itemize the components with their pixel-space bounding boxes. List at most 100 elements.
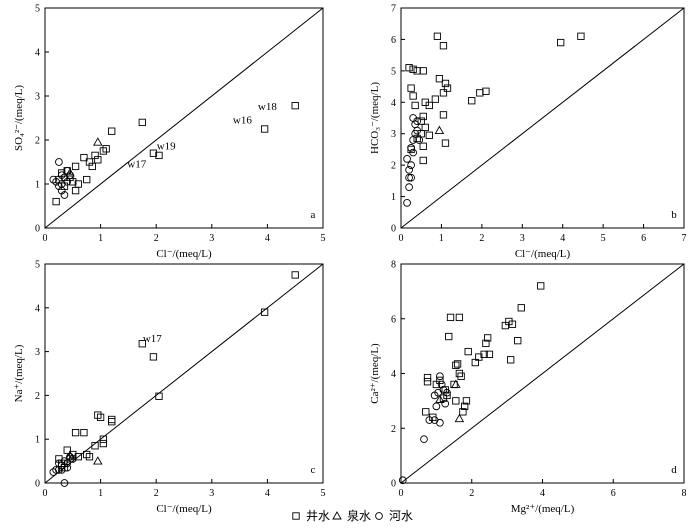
data-point-square [409,65,417,73]
data-point-square [108,127,116,135]
data-point-square [99,439,108,448]
x-tick-label: 4 [265,488,270,499]
y-tick-label: 4 [391,369,396,380]
data-point-square [480,350,488,358]
data-point-square [508,320,517,328]
data-point-circle [49,175,58,184]
y-tick-label: 5 [391,66,396,77]
y-tick-label: 6 [391,35,396,46]
data-point-square [482,339,490,348]
data-point-square [464,347,472,356]
legend-symbol-triangle [332,511,342,520]
legend-label: 河水 [389,509,413,523]
data-point-circle [432,402,441,411]
data-point-square [149,149,158,157]
x-tick-label: 7 [682,233,687,244]
data-point-square [457,372,465,380]
legend-label: 泉水 [347,509,371,523]
x-tick-label: 0 [399,233,404,244]
data-point-square [452,361,460,369]
data-point-circle [413,126,422,135]
data-point-circle [63,463,72,472]
data-point-square [482,87,490,95]
data-point-square [407,84,415,92]
panel-d: 0 2 4 6 8 0 2 4 6 8 Mg²⁺/(meq/L) Ca²⁺/(meq/L) d [369,260,687,516]
data-point-square [413,67,421,75]
data-point-square [155,151,163,160]
data-point-square [439,42,448,50]
data-point-triangle [93,137,103,146]
data-point-square [409,92,417,100]
data-point-square [484,334,492,342]
panel-b: 0 1 2 3 4 5 6 7 0 1 2 3 4 5 6 7 Cl⁻/(meq/L) HCO₃⁻/(meq/L)… [369,4,687,261]
data-point-square [155,392,163,400]
y-tick-label: 3 [391,129,396,140]
x-tick-label: 2 [154,488,159,499]
data-point-circle [403,155,411,163]
data-point-square [514,337,522,345]
data-point-square [577,32,585,40]
data-point-square [445,332,453,341]
data-point-square [413,134,421,143]
data-point-square [71,428,80,437]
data-point-square [422,408,430,416]
data-point-square [443,391,451,400]
data-point-circle [420,435,428,444]
data-point-circle [55,182,63,191]
x-tick-label: 3 [520,233,525,244]
data-point-square [69,450,77,459]
panel-letter: b [671,209,677,221]
data-point-circle [409,148,417,157]
point-annotation: w19 [157,141,176,153]
data-point-square [441,139,450,147]
x-tick-label: 8 [682,488,687,499]
data-point-square [455,369,464,378]
data-point-circle [68,455,77,463]
data-point-square [425,131,433,139]
point-annotation: w17 [127,158,146,170]
data-point-circle [52,177,60,186]
y-tick-label: 4 [35,48,40,59]
data-point-triangle [435,394,445,403]
data-point-square [96,413,105,421]
one-to-one-line [400,7,685,229]
data-point-square [419,156,427,165]
x-tick-label: 0 [43,233,48,244]
x-tick-label: 5 [321,488,326,499]
y-tick-label: 2 [391,161,396,172]
data-point-square [88,162,96,171]
data-point-circle [66,452,74,461]
data-point-square [94,156,102,164]
data-point-circle [60,479,69,487]
y-tick-label: 4 [391,98,396,109]
y-tick-label: 0 [35,479,40,490]
data-point-square [435,75,444,83]
data-point-square [517,304,525,312]
data-point-square [71,186,80,195]
data-point-square [441,79,450,88]
data-point-square [69,178,77,186]
data-point-square [421,123,429,132]
x-tick-label: 1 [98,233,103,244]
data-point-circle [405,183,413,191]
y-tick-label: 2 [391,424,396,435]
panel-c: 0 1 2 3 4 5 0 1 2 3 4 5 Cl⁻/(meq/L) Na⁺/(meq/L) c w17 [13,260,326,516]
data-point-square [419,112,427,121]
y-axis-label: SO₄²⁻/(meq/L) [13,85,25,151]
point-annotation: w17 [143,333,162,345]
x-tick-label: 1 [98,488,103,499]
data-point-square [60,182,69,190]
x-tick-label: 4 [540,488,545,499]
data-point-square [138,340,146,348]
data-point-circle [57,461,66,470]
y-tick-label: 5 [35,260,40,271]
one-to-one-line [44,7,324,229]
y-tick-label: 2 [35,136,40,147]
data-point-square [260,308,269,316]
data-point-circle [405,173,413,182]
data-point-square [443,84,452,92]
data-point-square [455,313,464,322]
y-tick-label: 1 [391,192,396,203]
x-tick-label: 2 [154,233,159,244]
